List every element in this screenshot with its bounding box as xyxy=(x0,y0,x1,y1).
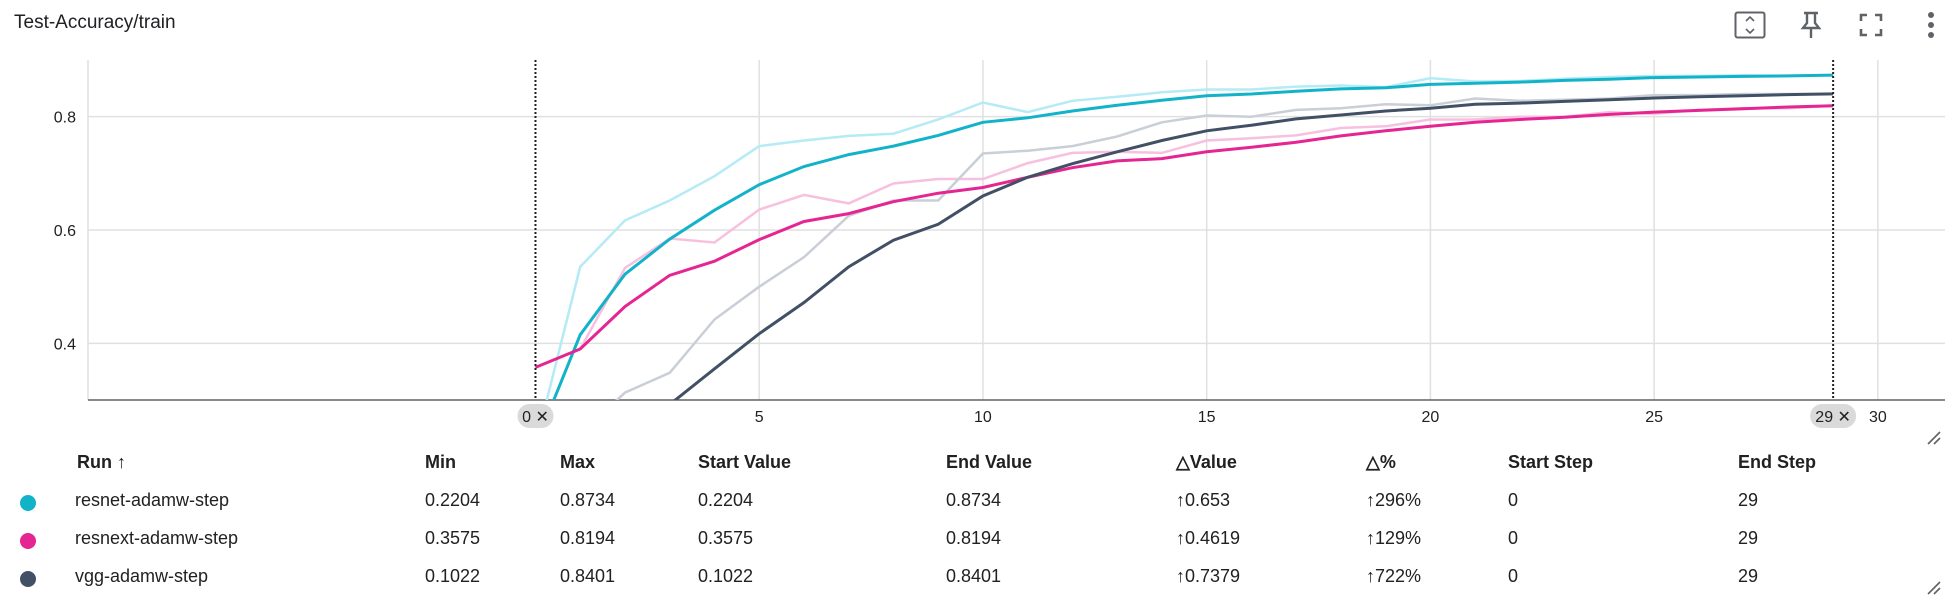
raw-series-line xyxy=(535,104,1834,369)
fullscreen-icon xyxy=(1859,13,1883,37)
more-options-button[interactable] xyxy=(1914,8,1948,42)
run-name: vgg-adamw-step xyxy=(75,566,209,586)
x-tick-label: 5 xyxy=(755,409,764,426)
fit-domain-button[interactable] xyxy=(1733,8,1767,42)
column-header-end-value[interactable]: End Value xyxy=(946,452,1033,472)
run-color-dot xyxy=(20,495,36,511)
max-value: 0.8401 xyxy=(560,566,616,586)
fullscreen-button[interactable] xyxy=(1854,8,1888,42)
start-step: 0 xyxy=(1508,566,1519,586)
y-tick-label: 0.4 xyxy=(54,336,76,353)
step-marker-label: 29 ✕ xyxy=(1815,409,1851,426)
column-header-max[interactable]: Max xyxy=(560,452,596,472)
y-tick-label: 0.6 xyxy=(54,223,76,240)
table-row[interactable]: resnet-adamw-step 0.2204 0.8734 0.2204 0… xyxy=(0,486,1950,516)
delta-value: ↑0.4619 xyxy=(1176,528,1241,548)
run-color-dot xyxy=(20,571,36,587)
more-vert-icon xyxy=(1928,12,1934,38)
smoothed-series-line[interactable] xyxy=(534,104,1834,369)
min-value: 0.2204 xyxy=(425,490,481,510)
line-chart[interactable]: 0.4 0.6 0.8 5 10 15 20 25 30 0 ✕ 29 ✕ xyxy=(0,0,1950,440)
end-value: 0.8194 xyxy=(946,528,1002,548)
resize-table-icon[interactable] xyxy=(1924,578,1942,596)
run-name: resnet-adamw-step xyxy=(75,490,230,510)
step-marker-chip[interactable] xyxy=(517,404,554,428)
y-tick-label: 0.8 xyxy=(54,110,76,127)
table-row[interactable]: vgg-adamw-step 0.1022 0.8401 0.1022 0.84… xyxy=(0,562,1950,592)
end-value: 0.8734 xyxy=(946,490,1002,510)
start-step: 0 xyxy=(1508,528,1519,548)
run-name: resnext-adamw-step xyxy=(75,528,239,548)
start-value: 0.2204 xyxy=(698,490,754,510)
delta-percent: ↑296% xyxy=(1366,490,1422,510)
start-value: 0.3575 xyxy=(698,528,754,548)
delta-value: ↑0.7379 xyxy=(1176,566,1241,586)
start-step: 0 xyxy=(1508,490,1519,510)
series-group xyxy=(534,73,1834,440)
fit-domain-icon xyxy=(1734,11,1766,39)
step-marker-label: 0 ✕ xyxy=(522,409,549,426)
x-tick-label: 10 xyxy=(974,409,992,426)
end-step: 29 xyxy=(1738,566,1759,586)
run-color-dot xyxy=(20,533,36,549)
step-marker-chip[interactable] xyxy=(1810,404,1857,428)
x-tick-label: 25 xyxy=(1645,409,1663,426)
smoothed-series-line[interactable] xyxy=(536,73,1834,440)
min-value: 0.3575 xyxy=(425,528,481,548)
column-header-min[interactable]: Min xyxy=(425,452,456,472)
delta-percent: ↑129% xyxy=(1366,528,1422,548)
table-row[interactable]: resnext-adamw-step 0.3575 0.8194 0.3575 … xyxy=(0,524,1950,554)
column-header-delta-value[interactable]: △Value xyxy=(1176,452,1237,472)
start-value: 0.1022 xyxy=(698,566,754,586)
delta-value: ↑0.653 xyxy=(1176,490,1231,510)
smoothed-series-line[interactable] xyxy=(536,92,1834,440)
end-step: 29 xyxy=(1738,490,1759,510)
column-header-delta-percent[interactable]: △% xyxy=(1366,452,1396,472)
column-header-start-value[interactable]: Start Value xyxy=(698,452,792,472)
delta-percent: ↑722% xyxy=(1366,566,1422,586)
pin-icon xyxy=(1800,11,1822,38)
chart-title: Test-Accuracy/train xyxy=(14,12,176,33)
column-header-run[interactable]: Run ↑ xyxy=(77,452,126,472)
column-header-start-step[interactable]: Start Step xyxy=(1508,452,1594,472)
pin-button[interactable] xyxy=(1794,8,1828,42)
x-tick-label: 20 xyxy=(1422,409,1440,426)
x-tick-label: 30 xyxy=(1869,409,1887,426)
max-value: 0.8194 xyxy=(560,528,616,548)
max-value: 0.8734 xyxy=(560,490,616,510)
raw-series-line xyxy=(545,73,1834,400)
x-tick-label: 15 xyxy=(1198,409,1216,426)
min-value: 0.1022 xyxy=(425,566,481,586)
end-step: 29 xyxy=(1738,528,1759,548)
end-value: 0.8401 xyxy=(946,566,1002,586)
table-header-row: Run ↑ Min Max Start Value End Value △Val… xyxy=(0,448,1950,478)
column-header-end-step[interactable]: End Step xyxy=(1738,452,1817,472)
resize-chart-icon[interactable] xyxy=(1924,428,1942,446)
